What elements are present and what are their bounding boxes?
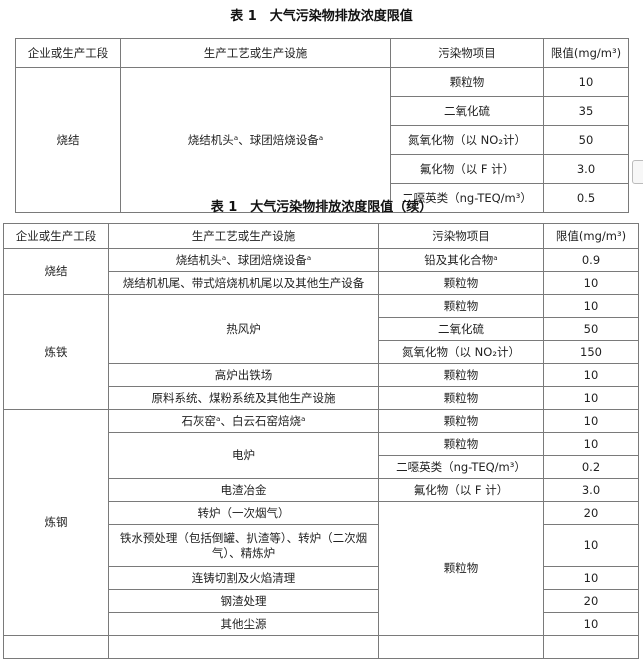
process-cell: 其他尘源 xyxy=(108,612,379,636)
table-row: 连铸切割及火焰清理 10 xyxy=(4,566,639,590)
header-limit: 限值(mg/m³) xyxy=(543,223,639,249)
limit-cell: 20 xyxy=(543,589,639,613)
process-cell: 高炉出铁场 xyxy=(108,363,379,387)
limit-cell: 0.5 xyxy=(543,183,629,213)
table-row: 烧结 烧结机头ᵃ、球团焙烧设备ᵃ 颗粒物 10 xyxy=(15,67,629,213)
table-row: 炼铁 热风炉 颗粒物 10 xyxy=(3,294,639,410)
table-row: 炼钢 石灰窑ᵃ、白云石窑焙烧ᵃ 颗粒物 10 xyxy=(3,409,639,636)
pollutant-cell: 颗粒物 xyxy=(378,363,544,387)
limit-cell: 50 xyxy=(543,317,639,341)
section-cell: 炼钢 xyxy=(3,409,109,636)
process-cell: 转炉（一次烟气） xyxy=(108,501,379,525)
limit-cell: 10 xyxy=(543,271,639,295)
pollutant-cell: 二噁英类（ng-TEQ/m³） xyxy=(378,455,544,479)
table-row: 二氧化硫 50 xyxy=(4,317,639,341)
process-cell: 连铸切割及火焰清理 xyxy=(108,566,379,590)
table-row: 烧结 烧结机头ᵃ、球团焙烧设备ᵃ 铅及其化合物ᵃ 0.9 xyxy=(3,248,639,295)
limit-cell: 10 xyxy=(543,612,639,636)
header-limit: 限值(mg/m³) xyxy=(543,38,629,68)
header-pollutant: 污染物项目 xyxy=(378,223,544,249)
table-row: 转炉（一次烟气） 颗粒物 20 xyxy=(4,501,639,636)
table-header-row: 企业或生产工段 生产工艺或生产设施 污染物项目 限值(mg/m³) xyxy=(15,38,629,68)
header-process: 生产工艺或生产设施 xyxy=(120,38,391,68)
process-cell: 烧结机头ᵃ、球团焙烧设备ᵃ xyxy=(120,67,391,213)
section-cell: 烧结 xyxy=(3,248,109,295)
process-cell: 石灰窑ᵃ、白云石窑焙烧ᵃ xyxy=(108,409,379,433)
pollutant-cell: 二氧化硫 xyxy=(390,96,544,126)
section-cell: 炼铁 xyxy=(3,294,109,410)
table2-title: 表 1 大气污染物排放浓度限值（续） xyxy=(210,200,433,215)
table-header-row: 企业或生产工段 生产工艺或生产设施 污染物项目 限值(mg/m³) xyxy=(3,223,639,249)
process-cell: 钢渣处理 xyxy=(108,589,379,613)
process-cell: 电炉 xyxy=(108,432,379,479)
pollutant-cell: 颗粒物 xyxy=(378,271,544,295)
process-cell: 铁水预处理（包括倒罐、扒渣等）、转炉（二次烟气）、精炼炉 xyxy=(108,524,379,567)
limit-cell: 10 xyxy=(543,524,639,567)
pollutant-cell: 二氧化硫 xyxy=(378,317,544,341)
table-row: 氮氧化物（以 NO₂计） 150 xyxy=(4,340,639,364)
table-row: 铁水预处理（包括倒罐、扒渣等）、转炉（二次烟气）、精炼炉 10 xyxy=(4,524,639,567)
table-row: 高炉出铁场 颗粒物 10 xyxy=(4,363,639,387)
table-row: 电渣冶金 氟化物（以 F 计） 3.0 xyxy=(4,478,639,502)
limit-cell: 0.2 xyxy=(543,455,639,479)
table-row: 二氧化硫 35 xyxy=(16,96,629,126)
pollutant-cell: 氮氧化物（以 NO₂计） xyxy=(378,340,544,364)
process-cell: 烧结机头ᵃ、球团焙烧设备ᵃ xyxy=(108,248,379,272)
limit-cell: 10 xyxy=(543,386,639,410)
limit-cell: 10 xyxy=(543,294,639,318)
pollutant-cell: 氮氧化物（以 NO₂计） xyxy=(390,125,544,155)
process-cell: 热风炉 xyxy=(108,294,379,364)
limit-cell: 10 xyxy=(543,566,639,590)
pollutant-cell: 氟化物（以 F 计） xyxy=(390,154,544,184)
table-row: 二噁英类（ng-TEQ/m³） 0.2 xyxy=(4,455,639,479)
table-row: 烧结机机尾、带式焙烧机机尾以及其他生产设备 颗粒物 10 xyxy=(4,271,639,295)
floating-widget-button[interactable] xyxy=(632,160,643,184)
emission-limits-table-continued: 企业或生产工段 生产工艺或生产设施 污染物项目 限值(mg/m³) 烧结 烧结机… xyxy=(3,223,639,659)
header-section: 企业或生产工段 xyxy=(3,223,109,249)
limit-cell: 3.0 xyxy=(543,478,639,502)
process-cell: 烧结机机尾、带式焙烧机机尾以及其他生产设备 xyxy=(108,271,379,295)
process-cell: 原料系统、煤粉系统及其他生产设施 xyxy=(108,386,379,410)
limit-cell: 50 xyxy=(543,125,629,155)
pollutant-cell: 颗粒物 xyxy=(378,386,544,410)
pollutant-cell: 氟化物（以 F 计） xyxy=(378,478,544,502)
header-process: 生产工艺或生产设施 xyxy=(108,223,379,249)
limit-cell: 150 xyxy=(543,340,639,364)
pollutant-cell: 铅及其化合物ᵃ xyxy=(378,248,544,272)
header-pollutant: 污染物项目 xyxy=(390,38,544,68)
table-row: 氟化物（以 F 计） 3.0 xyxy=(16,154,629,184)
limit-cell: 35 xyxy=(543,96,629,126)
emission-limits-table: 企业或生产工段 生产工艺或生产设施 污染物项目 限值(mg/m³) 烧结 烧结机… xyxy=(15,38,629,213)
limit-cell: 10 xyxy=(543,432,639,456)
pollutant-cell: 颗粒物 xyxy=(378,409,544,433)
pollutant-cell: 颗粒物 xyxy=(378,432,544,456)
table-row: 二噁英类（ng-TEQ/m³） 0.5 xyxy=(16,183,629,213)
pollutant-cell: 颗粒物 xyxy=(378,294,544,318)
pollutant-cell: 颗粒物 xyxy=(378,501,544,636)
limit-cell: 0.9 xyxy=(543,248,639,272)
pollutant-cell: 颗粒物 xyxy=(390,67,544,97)
limit-cell: 10 xyxy=(543,363,639,387)
header-section: 企业或生产工段 xyxy=(15,38,121,68)
section-cell: 烧结 xyxy=(15,67,121,213)
table-row: 其他尘源 10 xyxy=(4,612,639,636)
table-row: 氮氧化物（以 NO₂计） 50 xyxy=(16,125,629,155)
process-cell: 电渣冶金 xyxy=(108,478,379,502)
limit-cell: 20 xyxy=(543,501,639,525)
table-row: 原料系统、煤粉系统及其他生产设施 颗粒物 10 xyxy=(4,386,639,410)
table-row: 电炉 颗粒物 10 xyxy=(4,432,639,479)
pollutant-cell: 二噁英类（ng-TEQ/m³） xyxy=(390,183,544,213)
table1-title: 表 1 大气污染物排放浓度限值 xyxy=(230,9,413,24)
limit-cell: 10 xyxy=(543,67,629,97)
limit-cell: 10 xyxy=(543,409,639,433)
limit-cell: 3.0 xyxy=(543,154,629,184)
table-row xyxy=(3,635,639,659)
